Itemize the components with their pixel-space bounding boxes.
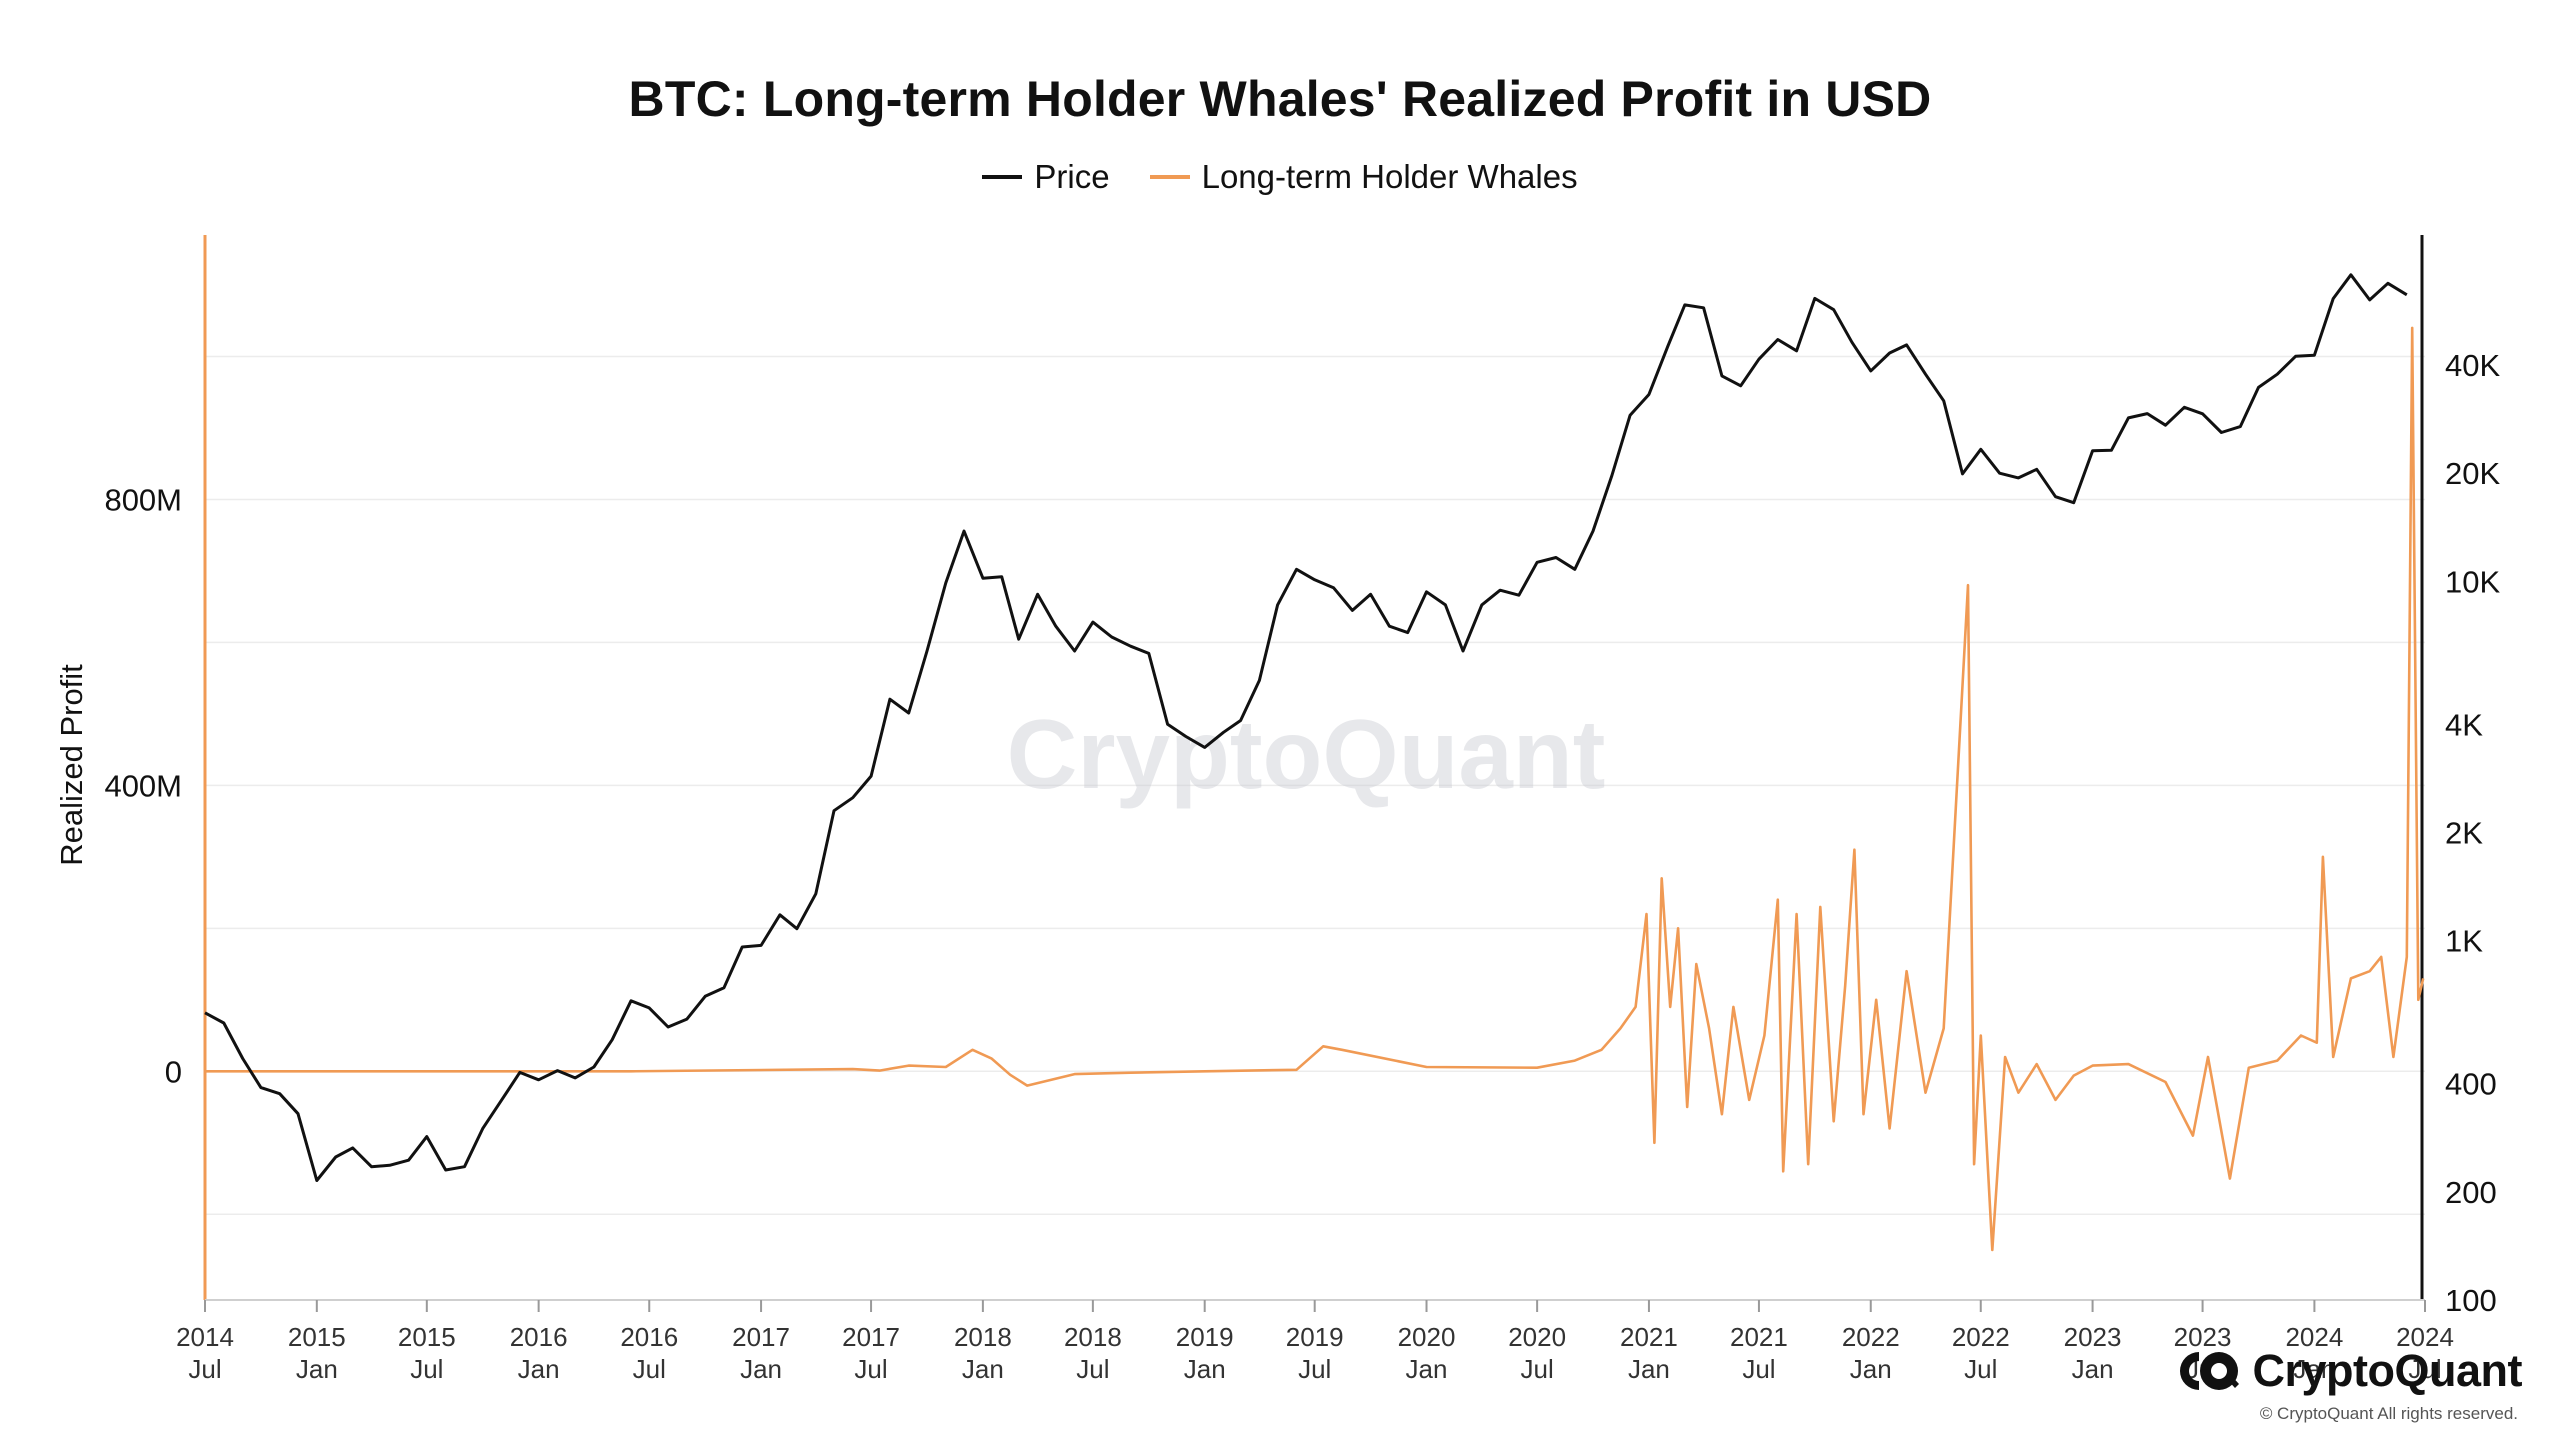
y-tick-label-right: 4K	[2445, 707, 2483, 742]
x-tick-label-half: Jul	[633, 1354, 666, 1384]
legend: Price Long-term Holder Whales	[0, 158, 2560, 196]
x-tick-label-year: 2018	[954, 1322, 1012, 1352]
x-tick-label-year: 2024	[2396, 1322, 2454, 1352]
right-axis: 100 200 400 1K 2K 4K 10K 20K 40K	[2420, 235, 2500, 1318]
x-tick-label-year: 2019	[1286, 1322, 1344, 1352]
grid-lines	[205, 355, 2425, 1215]
x-tick-label-year: 2015	[288, 1322, 346, 1352]
x-tick-label-year: 2017	[842, 1322, 900, 1352]
brand[interactable]: CryptoQuant	[2173, 1345, 2523, 1397]
x-tick-label-half: Jul	[1076, 1354, 1109, 1384]
x-tick-label-half: Jul	[1298, 1354, 1331, 1384]
y-tick-label-left: 400M	[104, 768, 182, 803]
y-tick-label-right: 10K	[2445, 564, 2500, 599]
legend-item-price[interactable]: Price	[982, 158, 1110, 196]
x-tick-label-half: Jan	[1184, 1354, 1226, 1384]
x-tick-label-year: 2021	[1620, 1322, 1678, 1352]
copyright-text: © CryptoQuant All rights reserved.	[2259, 1404, 2518, 1423]
y-tick-label-right: 200	[2445, 1175, 2497, 1210]
left-axis: 0 400M 800M	[104, 235, 207, 1300]
x-tick-label-half: Jul	[2408, 1354, 2441, 1384]
x-tick-label-half: Jul	[188, 1354, 221, 1384]
brand-name: CryptoQuant	[2252, 1345, 2523, 1396]
x-tick-label-half: Jan	[2293, 1354, 2335, 1384]
x-tick-label-half: Jul	[854, 1354, 887, 1384]
x-tick-label-year: 2015	[398, 1322, 456, 1352]
legend-label-whales: Long-term Holder Whales	[1201, 158, 1578, 195]
x-tick-label-year: 2018	[1064, 1322, 1122, 1352]
x-tick-label-half: Jul	[1520, 1354, 1553, 1384]
x-tick-label-half: Jan	[1850, 1354, 1892, 1384]
y-tick-label-right: 40K	[2445, 348, 2500, 383]
series-line-long-term-holder-whales	[205, 326, 2425, 1252]
legend-swatch-price	[982, 175, 1023, 179]
y-tick-label-right: 2K	[2445, 815, 2483, 850]
x-tick-label-year: 2023	[2174, 1322, 2232, 1352]
y-tick-label-right: 400	[2445, 1067, 2497, 1102]
x-tick-label-half: Jan	[1406, 1354, 1448, 1384]
x-tick-label-year: 2022	[1952, 1322, 2010, 1352]
x-tick-label-year: 2021	[1730, 1322, 1788, 1352]
x-tick-label-year: 2022	[1842, 1322, 1900, 1352]
x-tick-label-half: Jan	[740, 1354, 782, 1384]
x-tick-label-year: 2023	[2064, 1322, 2122, 1352]
x-tick-label-half: Jan	[2072, 1354, 2114, 1384]
legend-item-whales[interactable]: Long-term Holder Whales	[1149, 158, 1578, 196]
x-tick-label-half: Jan	[518, 1354, 560, 1384]
series-line-price	[204, 273, 2408, 1182]
x-tick-label-half: Jan	[1628, 1354, 1670, 1384]
watermark: CryptoQuant	[1007, 699, 1606, 809]
legend-swatch-whales	[1149, 175, 1190, 179]
x-tick-label-year: 2024	[2285, 1322, 2343, 1352]
y-axis-label-left: Realized Profit	[54, 664, 89, 866]
x-tick-label-year: 2020	[1398, 1322, 1456, 1352]
x-tick-label-year: 2016	[510, 1322, 568, 1352]
x-tick-label-year: 2017	[732, 1322, 790, 1352]
x-tick-label-half: Jan	[962, 1354, 1004, 1384]
series-layer	[204, 273, 2425, 1252]
y-tick-label-left: 0	[165, 1054, 182, 1089]
x-tick-label-year: 2019	[1176, 1322, 1234, 1352]
x-axis: 2014Jul2015Jan2015Jul2016Jan2016Jul2017J…	[176, 1299, 2454, 1384]
x-tick-label-half: Jul	[1742, 1354, 1775, 1384]
y-tick-label-right: 20K	[2445, 456, 2500, 491]
x-tick-label-half: Jan	[296, 1354, 338, 1384]
y-tick-label-left: 800M	[104, 482, 182, 517]
legend-label-price: Price	[1034, 158, 1110, 195]
x-tick-label-year: 2016	[620, 1322, 678, 1352]
x-tick-label-year: 2020	[1508, 1322, 1566, 1352]
x-tick-label-half: Jul	[410, 1354, 443, 1384]
cryptoquant-logo-icon	[2179, 1352, 2239, 1390]
y-tick-label-right: 100	[2445, 1283, 2497, 1318]
x-tick-label-year: 2014	[176, 1322, 234, 1352]
chart-title: BTC: Long-term Holder Whales' Realized P…	[628, 71, 1932, 127]
x-tick-label-half: Jul	[1964, 1354, 1997, 1384]
y-tick-label-right: 1K	[2445, 924, 2483, 959]
